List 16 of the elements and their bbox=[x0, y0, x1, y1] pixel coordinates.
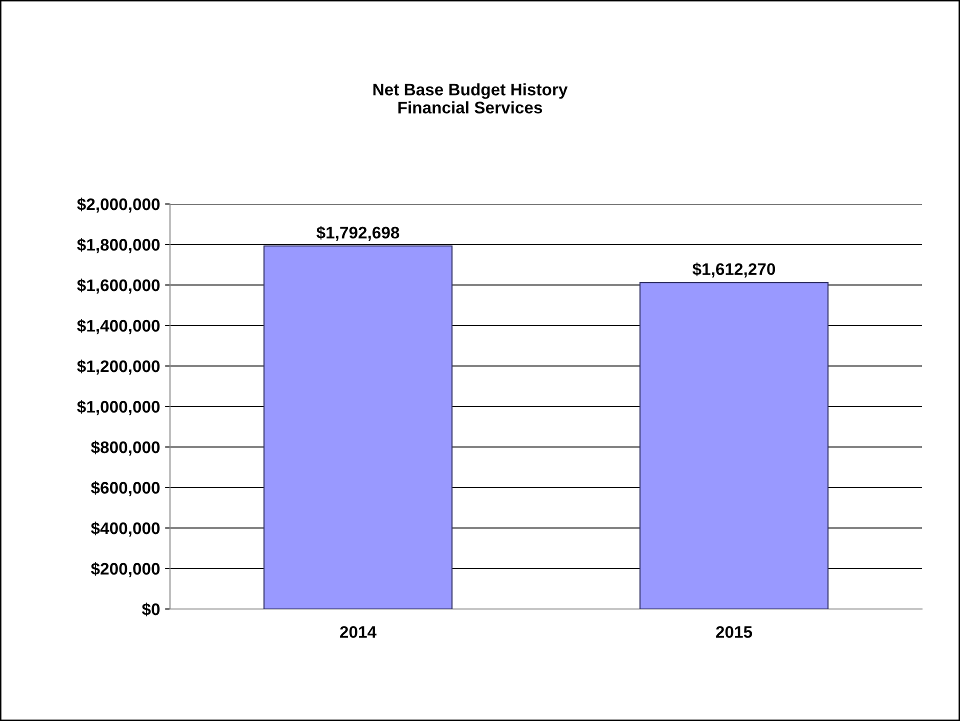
y-tick-label: $1,800,000 bbox=[77, 238, 160, 254]
y-tick-label: $800,000 bbox=[90, 440, 160, 456]
y-tick-label: $2,000,000 bbox=[77, 198, 160, 213]
y-tick-label: $0 bbox=[142, 602, 160, 616]
x-tick-label: 2014 bbox=[340, 626, 376, 638]
y-tick-label: $1,000,000 bbox=[77, 400, 160, 416]
x-tick-label: 2015 bbox=[716, 626, 752, 638]
data-label: $1,612,270 bbox=[692, 262, 776, 278]
y-tick-label: $400,000 bbox=[90, 522, 160, 537]
y-tick-label: $1,400,000 bbox=[77, 319, 160, 334]
data-label: $1,792,698 bbox=[316, 226, 400, 241]
y-tick-label: $1,200,000 bbox=[77, 360, 160, 375]
y-tick-label: $200,000 bbox=[90, 562, 160, 578]
y-tick-label: $600,000 bbox=[90, 481, 160, 496]
y-tick-label: $1,600,000 bbox=[77, 278, 160, 294]
chart-title: Net Base Budget History Financial Services bbox=[373, 83, 568, 114]
